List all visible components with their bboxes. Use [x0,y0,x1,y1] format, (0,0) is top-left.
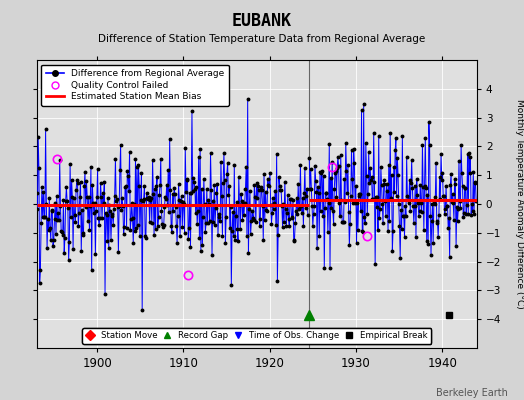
Text: Difference of Station Temperature Data from Regional Average: Difference of Station Temperature Data f… [99,34,425,44]
Text: Berkeley Earth: Berkeley Earth [436,388,508,398]
Legend: Station Move, Record Gap, Time of Obs. Change, Empirical Break: Station Move, Record Gap, Time of Obs. C… [82,328,431,344]
Y-axis label: Monthly Temperature Anomaly Difference (°C): Monthly Temperature Anomaly Difference (… [515,99,524,309]
Text: EUBANK: EUBANK [232,12,292,30]
